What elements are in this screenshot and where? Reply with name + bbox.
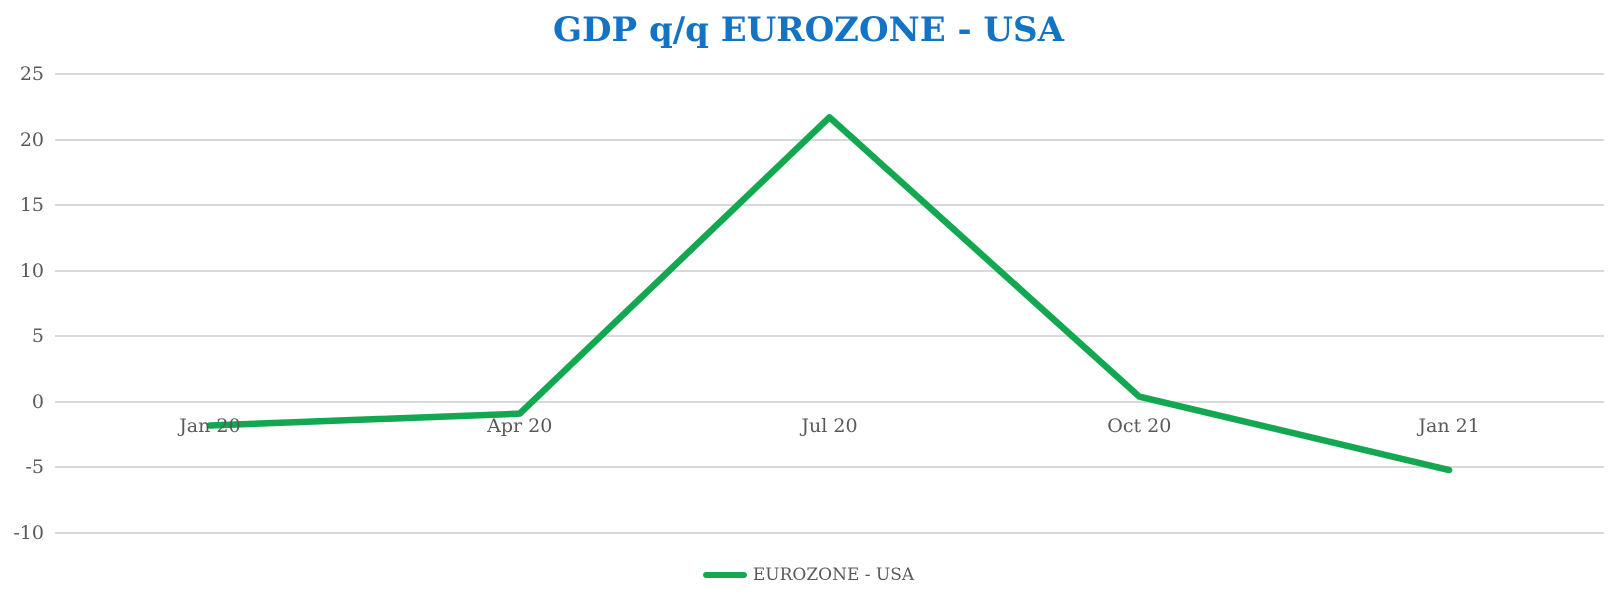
gridline bbox=[55, 532, 1604, 534]
y-tick-label: 10 bbox=[19, 259, 44, 282]
series-line bbox=[206, 114, 1453, 474]
y-tick-label: -10 bbox=[13, 522, 44, 544]
x-tick-label: Jul 20 bbox=[801, 414, 858, 437]
gridline bbox=[55, 204, 1604, 207]
gridline bbox=[55, 73, 1604, 75]
y-tick-label: 0 bbox=[31, 390, 44, 413]
x-tick-label: Oct 20 bbox=[1107, 414, 1172, 437]
legend-line-swatch bbox=[702, 572, 747, 578]
y-tick-label: -5 bbox=[25, 456, 44, 479]
x-tick-label: Jan 20 bbox=[179, 414, 241, 437]
gridline bbox=[55, 269, 1604, 272]
x-tick-label: Apr 20 bbox=[487, 414, 553, 437]
gridline bbox=[55, 466, 1604, 469]
x-tick-label: Jan 21 bbox=[1418, 414, 1480, 437]
y-tick-label: 20 bbox=[19, 128, 44, 151]
legend-label: EUROZONE - USA bbox=[752, 565, 915, 585]
gridline bbox=[55, 400, 1604, 403]
y-tick-label: 25 bbox=[19, 63, 44, 85]
legend: EUROZONE - USA bbox=[0, 562, 1617, 588]
y-tick-label: 5 bbox=[31, 325, 44, 348]
chart-title: GDP q/q EUROZONE - USA bbox=[553, 10, 1064, 50]
gridline bbox=[55, 138, 1604, 141]
y-tick-label: 15 bbox=[19, 194, 44, 217]
gridline bbox=[55, 335, 1604, 338]
